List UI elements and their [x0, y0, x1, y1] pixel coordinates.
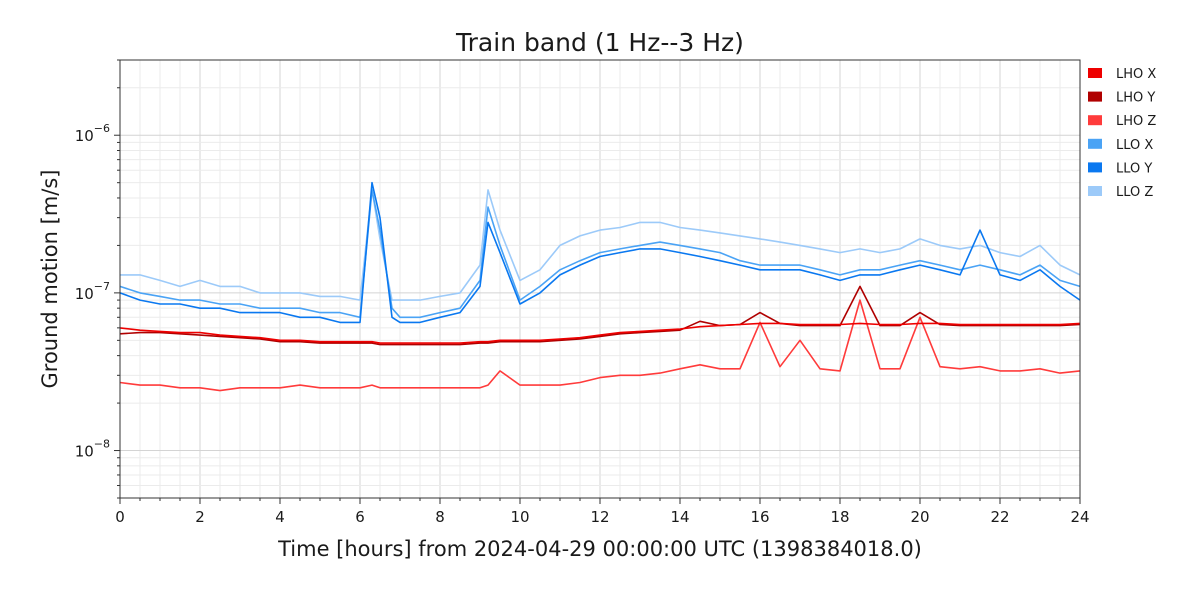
x-tick-label: 24 — [1070, 508, 1089, 526]
series-line-lho-x — [119, 322, 1081, 344]
legend-label: LHO X — [1116, 67, 1156, 82]
legend-label: LLO X — [1116, 138, 1153, 153]
series-line-lho-y — [119, 285, 1081, 346]
legend-swatch — [1088, 115, 1102, 126]
plot-lines — [119, 181, 1081, 392]
series-line-llo-x — [119, 189, 1081, 319]
x-axis-label: Time [hours] from 2024-04-29 00:00:00 UT… — [277, 537, 922, 561]
legend-swatch — [1088, 68, 1102, 78]
legend-label: LHO Z — [1116, 114, 1156, 129]
y-tick-label: 10−7 — [75, 280, 110, 303]
chart-title: Train band (1 Hz--3 Hz) — [455, 28, 744, 57]
x-tick-label: 22 — [990, 508, 1009, 526]
x-tick-label: 2 — [195, 508, 205, 526]
x-tick-label: 16 — [750, 508, 769, 526]
grid — [119, 59, 1081, 499]
x-tick-label: 10 — [510, 508, 529, 526]
legend-label: LHO Y — [1116, 91, 1155, 106]
y-tick-label: 10−8 — [75, 438, 110, 461]
x-tick-label: 4 — [275, 508, 285, 526]
x-tick-label: 18 — [830, 508, 849, 526]
series-line-lho-z — [119, 299, 1081, 392]
legend-swatch — [1088, 186, 1102, 196]
legend-swatch — [1088, 162, 1102, 173]
x-tick-label: 8 — [435, 508, 445, 526]
x-tick-label: 14 — [670, 508, 689, 526]
x-tick-label: 20 — [910, 508, 929, 526]
x-tick-label: 12 — [590, 508, 609, 526]
legend-label: LLO Z — [1116, 185, 1153, 200]
x-tick-label: 6 — [355, 508, 365, 526]
legend-swatch — [1088, 138, 1102, 149]
x-tick-label: 0 — [115, 508, 125, 526]
legend-label: LLO Y — [1116, 161, 1152, 176]
legend: LHO X LHO Y LHO Z LLO X LLO Y LLO Z — [1088, 67, 1156, 200]
y-axis-label: Ground motion [m/s] — [38, 170, 62, 389]
legend-swatch — [1088, 91, 1102, 102]
series-line-llo-z — [120, 189, 1081, 301]
series-line-llo-y — [119, 181, 1081, 324]
y-tick-label: 10−6 — [75, 122, 110, 145]
